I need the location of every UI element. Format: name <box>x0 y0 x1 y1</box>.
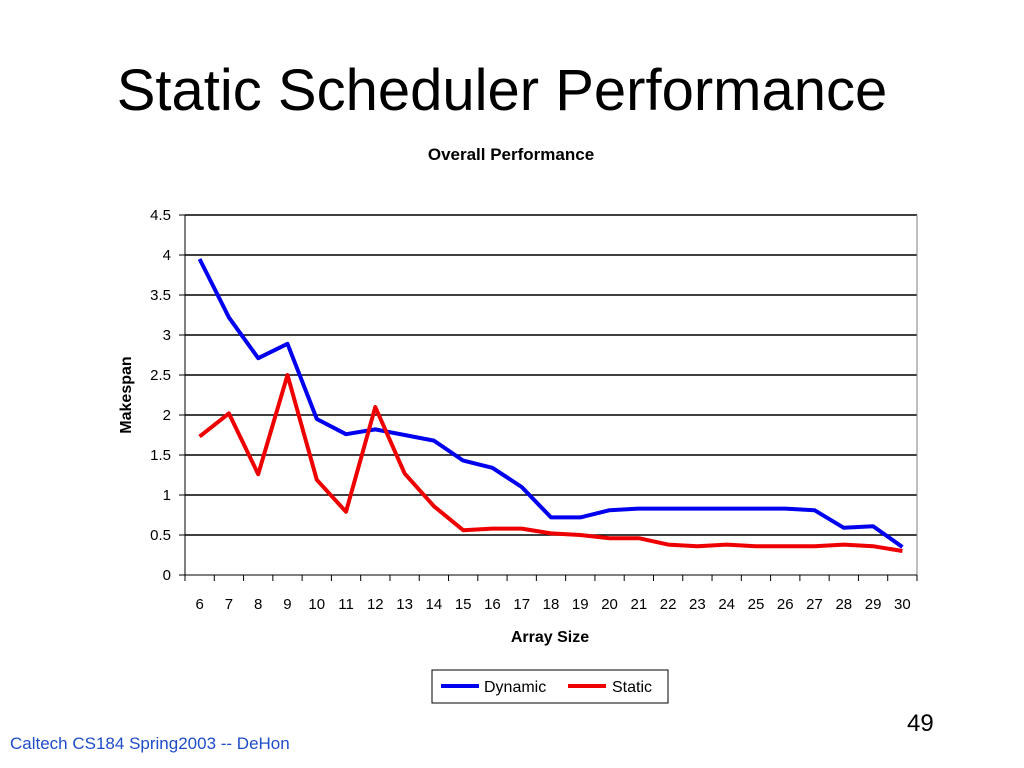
x-tick-label: 26 <box>777 596 794 613</box>
y-tick-labels: 0 0.5 1 1.5 2 2.5 3 3.5 4 4.5 <box>150 207 171 584</box>
x-tick-label: 25 <box>748 596 765 613</box>
y-tick-label: 0.5 <box>150 527 171 544</box>
x-axis-label: Array Size <box>511 629 589 646</box>
x-tick-label: 27 <box>806 596 823 613</box>
y-tick-label: 2 <box>163 407 171 424</box>
x-tick-label: 9 <box>283 596 291 613</box>
x-tick-label: 30 <box>894 596 911 613</box>
legend-label-static: Static <box>612 679 652 696</box>
x-tick-label: 7 <box>225 596 233 613</box>
chart-title: Overall Performance <box>428 145 594 164</box>
y-tick-label: 3.5 <box>150 287 171 304</box>
x-tick-label: 20 <box>601 596 618 613</box>
x-tick-label: 13 <box>396 596 413 613</box>
x-tick-label: 21 <box>630 596 647 613</box>
x-tick-label: 19 <box>572 596 589 613</box>
legend-label-dynamic: Dynamic <box>484 679 546 696</box>
x-tick-label: 22 <box>660 596 677 613</box>
gridlines <box>185 214 917 536</box>
x-tick-label: 18 <box>543 596 560 613</box>
x-tick-label: 12 <box>367 596 384 613</box>
slide-title: Static Scheduler Performance <box>116 58 888 123</box>
x-tick-label: 15 <box>455 596 472 613</box>
x-tick-label: 11 <box>338 596 354 613</box>
axes <box>179 214 918 581</box>
x-tick-label: 23 <box>689 596 706 613</box>
series-line-static <box>198 373 903 553</box>
x-tick-label: 6 <box>195 596 203 613</box>
series-lines <box>197 258 904 553</box>
x-tick-label: 14 <box>426 596 443 613</box>
page-number: 49 <box>907 710 934 737</box>
y-tick-label: 1 <box>163 487 171 504</box>
legend: Dynamic Static <box>431 669 669 704</box>
y-tick-label: 0 <box>163 567 171 584</box>
y-tick-label: 4.5 <box>150 207 171 224</box>
footer-text: Caltech CS184 Spring2003 -- DeHon <box>10 734 290 753</box>
x-tick-label: 24 <box>718 596 735 613</box>
x-tick-label: 10 <box>308 596 325 613</box>
y-tick-label: 4 <box>163 247 171 264</box>
x-tick-label: 28 <box>835 596 852 613</box>
y-axis-label: Makespan <box>118 356 135 433</box>
x-tick-label: 16 <box>484 596 501 613</box>
y-tick-label: 3 <box>163 327 171 344</box>
x-tick-label: 29 <box>865 596 882 613</box>
y-tick-label: 2.5 <box>150 367 171 384</box>
x-tick-labels: 6 7 8 9 10 11 12 13 14 15 16 17 18 19 20 21 22 23 24 25 26 27… <box>195 596 910 613</box>
x-tick-label: 17 <box>513 596 530 613</box>
y-tick-label: 1.5 <box>150 447 171 464</box>
x-tick-label: 8 <box>254 596 262 613</box>
series-line-dynamic <box>197 258 904 549</box>
